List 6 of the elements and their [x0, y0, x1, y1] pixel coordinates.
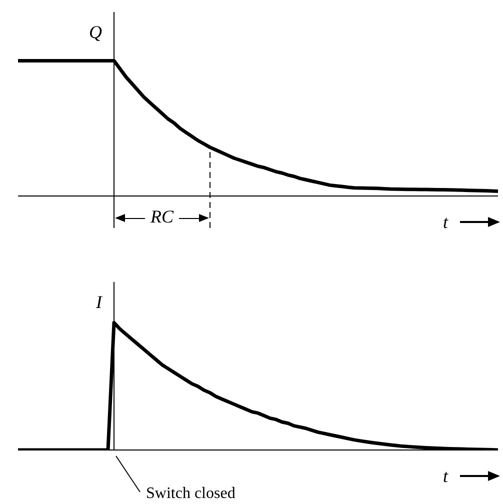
- y-axis-title: Q: [89, 22, 102, 42]
- x-axis-title: t: [442, 466, 449, 486]
- x-axis-title: t: [442, 212, 449, 232]
- text: RC: [149, 206, 174, 227]
- y-axis-title: I: [95, 292, 103, 312]
- text: Switch closed: [146, 485, 236, 502]
